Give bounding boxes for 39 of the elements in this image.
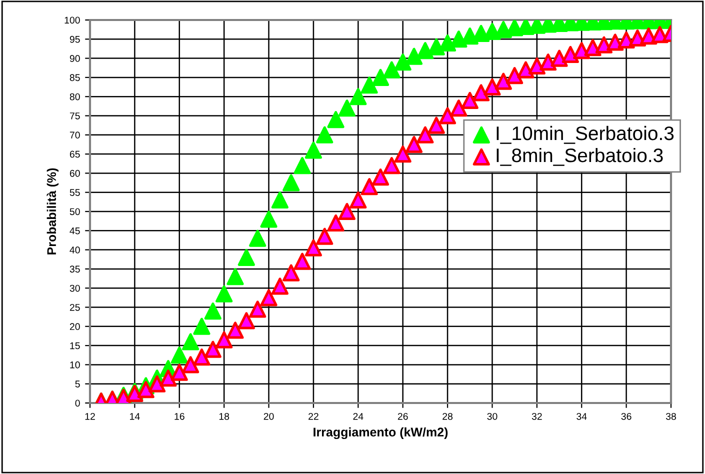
y-tick-label: 35 bbox=[70, 266, 80, 273]
x-tick-label: 20 bbox=[264, 412, 274, 420]
x-tick-label: 32 bbox=[532, 412, 542, 420]
x-tick-label: 16 bbox=[174, 412, 184, 420]
x-tick-label: 34 bbox=[576, 412, 587, 420]
x-tick-label: 12 bbox=[85, 412, 95, 420]
y-tick-label: 75 bbox=[70, 112, 80, 120]
y-tick-label: 65 bbox=[70, 150, 80, 158]
x-tick-label: 30 bbox=[487, 412, 498, 420]
y-tick-label: 0 bbox=[75, 400, 80, 407]
y-tick-label: 95 bbox=[70, 36, 80, 43]
y-tick-label: 50 bbox=[70, 208, 80, 216]
x-tick-label: 26 bbox=[398, 412, 408, 420]
x-tick-label: 38 bbox=[666, 412, 676, 420]
y-tick-label: 30 bbox=[70, 284, 80, 292]
y-tick-label: 15 bbox=[70, 342, 80, 350]
legend-label: I_8min_Serbatoio.3 bbox=[496, 148, 663, 166]
y-axis-title: Probabilità (%) bbox=[46, 168, 59, 254]
x-tick-label: 24 bbox=[353, 412, 364, 420]
y-tick-label: 5 bbox=[75, 380, 80, 388]
y-tick-label: 85 bbox=[70, 74, 80, 82]
y-tick-label: 100 bbox=[64, 16, 80, 24]
y-tick-label: 10 bbox=[70, 361, 80, 368]
x-axis-title: Irraggiamento (kW/m2) bbox=[314, 427, 448, 440]
y-tick-label: 20 bbox=[70, 323, 80, 330]
y-tick-label: 80 bbox=[70, 93, 80, 100]
x-tick-label: 22 bbox=[308, 412, 318, 420]
y-tick-label: 55 bbox=[70, 189, 80, 196]
y-tick-label: 60 bbox=[70, 170, 80, 177]
legend-label: I_10min_Serbatoio.3 bbox=[496, 126, 674, 144]
y-tick-label: 70 bbox=[70, 132, 80, 139]
y-tick-label: 40 bbox=[70, 246, 80, 254]
y-tick-label: 25 bbox=[70, 304, 80, 311]
x-tick-label: 18 bbox=[219, 412, 230, 420]
y-tick-label: 45 bbox=[70, 227, 80, 234]
x-tick-label: 14 bbox=[130, 413, 140, 420]
x-tick-label: 28 bbox=[442, 412, 453, 420]
x-tick-label: 36 bbox=[621, 412, 632, 420]
y-tick-label: 90 bbox=[70, 55, 80, 62]
